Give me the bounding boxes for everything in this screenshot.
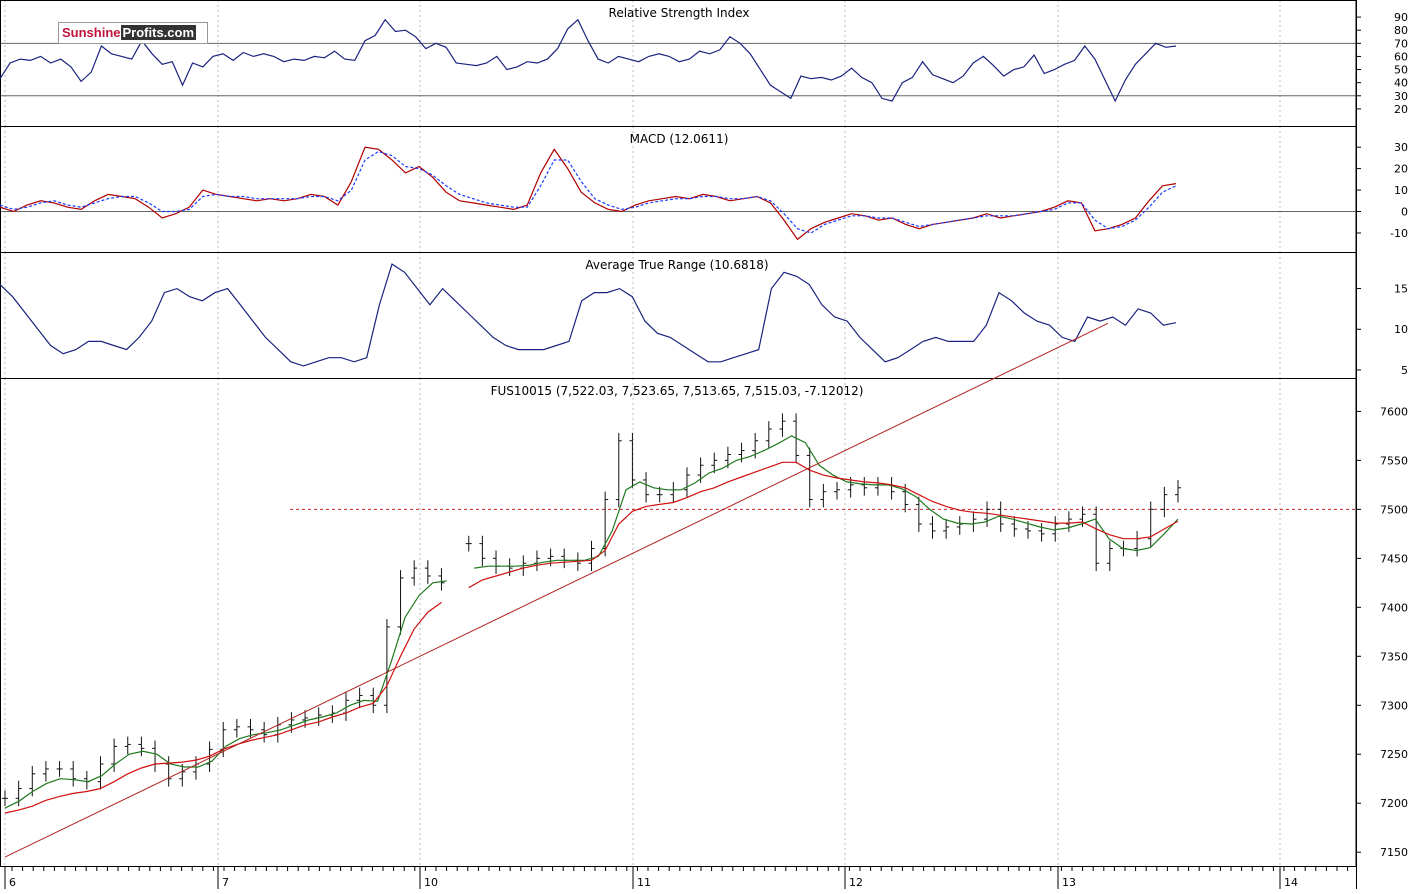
y-tick-label: 7500 bbox=[1380, 503, 1408, 516]
rsi-line bbox=[0, 18, 1177, 103]
y-tick-label: 5 bbox=[1401, 364, 1408, 377]
macd-signal-line bbox=[0, 150, 1177, 234]
x-tick-label: 11 bbox=[637, 876, 651, 889]
y-tick-label: 10 bbox=[1394, 184, 1408, 197]
data-series bbox=[0, 18, 1181, 858]
y-tick-label: 20 bbox=[1394, 163, 1408, 176]
y-tick-label: 80 bbox=[1394, 24, 1408, 37]
atr-line bbox=[0, 263, 1177, 367]
panel-frame bbox=[0, 378, 1357, 867]
trend-line bbox=[4, 322, 1109, 858]
y-tick-label: 7350 bbox=[1380, 650, 1408, 663]
price-ma-long bbox=[4, 461, 1179, 814]
panel-title: Relative Strength Index bbox=[609, 6, 750, 20]
x-tick-label: 7 bbox=[222, 876, 229, 889]
y-tick-label: 7250 bbox=[1380, 748, 1408, 761]
y-tick-label: 7200 bbox=[1380, 797, 1408, 810]
y-tick-label: 7450 bbox=[1380, 552, 1408, 565]
y-tick-label: 10 bbox=[1394, 323, 1408, 336]
y-tick-label: 7300 bbox=[1380, 699, 1408, 712]
y-tick-label: 70 bbox=[1394, 37, 1408, 50]
y-tick-label: 7600 bbox=[1380, 405, 1408, 418]
y-tick-label: 7150 bbox=[1380, 846, 1408, 859]
grid-lines bbox=[0, 0, 1356, 866]
x-tick-label: 12 bbox=[849, 876, 863, 889]
price-ma-short bbox=[4, 435, 1179, 809]
y-tick-label: 7550 bbox=[1380, 454, 1408, 467]
x-tick-label: 6 bbox=[9, 876, 16, 889]
y-tick-label: 15 bbox=[1394, 283, 1408, 296]
y-tick-label: 40 bbox=[1394, 77, 1408, 90]
y-tick-label: -10 bbox=[1390, 227, 1408, 240]
y-tick-label: 0 bbox=[1401, 206, 1408, 219]
panel-title: FUS10015 (7,522.03, 7,523.65, 7,513.65, … bbox=[491, 384, 864, 398]
y-tick-label: 7400 bbox=[1380, 601, 1408, 614]
panel-title: Average True Range (10.6818) bbox=[585, 258, 768, 272]
y-tick-label: 20 bbox=[1394, 103, 1408, 116]
y-tick-label: 50 bbox=[1394, 64, 1408, 77]
x-tick-label: 14 bbox=[1284, 876, 1298, 889]
y-tick-label: 60 bbox=[1394, 50, 1408, 63]
x-tick-label: 13 bbox=[1062, 876, 1076, 889]
logo: Sunshine Profits.com bbox=[58, 22, 208, 44]
macd-line bbox=[0, 146, 1177, 241]
logo-part1: Sunshine bbox=[62, 25, 121, 40]
y-tick-label: 30 bbox=[1394, 141, 1408, 154]
y-tick-label: 90 bbox=[1394, 11, 1408, 24]
panel-frames bbox=[0, 0, 1357, 867]
x-tick-label: 10 bbox=[424, 876, 438, 889]
panel-titles: Relative Strength Index MACD (12.0611) Ave… bbox=[491, 6, 864, 398]
panel-title: MACD (12.0611) bbox=[630, 132, 729, 146]
y-tick-label: 30 bbox=[1394, 90, 1408, 103]
logo-part2: Profits.com bbox=[120, 25, 197, 40]
